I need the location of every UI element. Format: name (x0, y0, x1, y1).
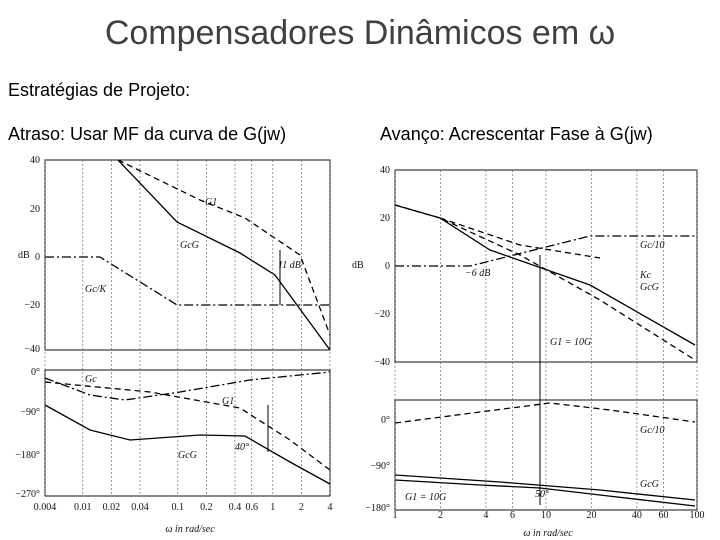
x-tick-label: 2 (299, 502, 304, 513)
curve (45, 256, 330, 306)
curve (44, 381, 331, 471)
x-tick-label: 60 (659, 510, 669, 521)
x-tick-label: 0.4 (229, 502, 242, 513)
x-tick-label: 10 (541, 510, 551, 521)
annotation: G1 (205, 197, 217, 208)
x-tick-label: 4 (328, 502, 333, 513)
subtitle: Estratégias de Projeto: (8, 80, 191, 100)
annotation: Gc/10 (640, 240, 664, 251)
annotation: Gc/K (85, 284, 107, 295)
x-tick-label: 1 (270, 502, 275, 513)
curve (394, 204, 696, 346)
y-tick-label: 40 (30, 155, 40, 166)
y-tick-label: 0° (381, 415, 390, 426)
y-tick-label: 40 (380, 165, 390, 176)
y-tick-label: −270° (15, 489, 40, 500)
x-tick-label: 0.1 (172, 502, 185, 513)
y-tick-label: −20 (24, 300, 40, 311)
x-tick-label: 4 (483, 510, 488, 521)
annotation: Gc/10 (640, 425, 664, 436)
x-tick-label: 40 (632, 510, 642, 521)
slide-title: Compensadores Dinâmicos em ω (104, 14, 616, 52)
left-phase-frame (44, 369, 331, 497)
axis-label: ω in rad/sec (165, 524, 215, 535)
y-tick-label: −20 (374, 309, 390, 320)
curve (117, 159, 331, 336)
curve (439, 217, 601, 259)
right-heading: Avanço: Acrescentar Fase à G(jw) (380, 124, 653, 144)
x-tick-label: 0.6 (245, 502, 258, 513)
annotation: 40° (235, 442, 249, 453)
y-tick-label: 0 (385, 261, 390, 272)
axis-unit: dB (18, 250, 30, 261)
annotation: G1 (222, 396, 234, 407)
y-tick-label: 20 (30, 204, 40, 215)
x-tick-label: 0.01 (74, 502, 92, 513)
axis-unit: dB (352, 260, 364, 271)
left-heading: Atraso: Usar MF da curva de G(jw) (8, 124, 287, 144)
x-tick-label: 20 (586, 510, 596, 521)
annotation: GcG (178, 450, 197, 461)
y-tick-label: −40 (24, 344, 40, 355)
curve (117, 159, 331, 351)
curve (394, 479, 696, 507)
curve (44, 371, 331, 401)
y-tick-label: −90° (370, 461, 390, 472)
curve (394, 402, 696, 424)
curve (394, 474, 696, 501)
y-tick-label: −180° (365, 503, 390, 514)
y-tick-label: 0 (35, 252, 40, 263)
x-tick-label: 6 (510, 510, 515, 521)
annotation: G1 = 10G (405, 492, 446, 503)
x-tick-label: 2 (438, 510, 443, 521)
y-tick-label: −90° (20, 407, 40, 418)
annotation: G1 = 10G (550, 337, 591, 348)
y-tick-label: −40 (374, 357, 390, 368)
annotation: GcG (180, 240, 199, 251)
curve (44, 404, 331, 485)
y-tick-label: 20 (380, 213, 390, 224)
annotation: Gc (85, 374, 97, 385)
x-tick-label: 0.004 (34, 502, 57, 513)
y-tick-label: 0° (31, 367, 40, 378)
x-tick-label: 100 (690, 510, 705, 521)
x-tick-label: 0.2 (200, 502, 213, 513)
x-tick-label: 0.04 (131, 502, 149, 513)
annotation: 11 dB (278, 260, 301, 271)
left-mag-frame (44, 159, 331, 351)
curve (395, 235, 697, 267)
axis-label: ω in rad/sec (523, 528, 573, 539)
annotation: GcG (640, 479, 659, 490)
annotation: −6 dB (465, 268, 490, 279)
x-tick-label: 0.02 (103, 502, 121, 513)
x-tick-label: 1 (393, 510, 398, 521)
annotation: GcG (640, 282, 659, 293)
annotation: 50° (535, 489, 549, 500)
annotation: Kc (639, 270, 652, 281)
y-tick-label: −180° (15, 450, 40, 461)
